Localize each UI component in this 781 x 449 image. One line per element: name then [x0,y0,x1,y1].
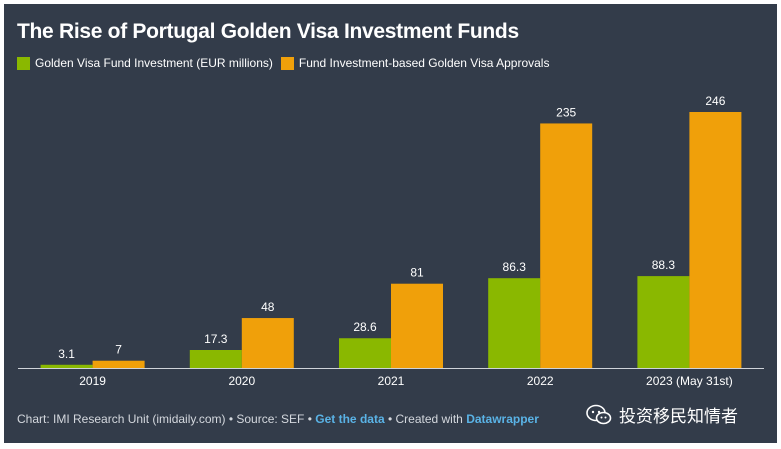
watermark-text: 投资移民知情者 [619,407,738,426]
chart-card: The Rise of Portugal Golden Visa Investm… [4,4,777,443]
bar-visa-approvals-4 [689,112,742,368]
datawrapper-link[interactable]: Datawrapper [466,412,539,426]
bar-visa-approvals-3 [540,123,593,369]
wechat-icon [586,404,612,424]
bar-visa-approvals-1 [241,318,294,368]
data-label-fund-investment-2: 28.6 [353,320,377,334]
bar-fund-investment-3 [488,278,541,368]
bar-visa-approvals-2 [391,283,443,368]
legend-item-visa-approvals: Fund Investment-based Golden Visa Approv… [280,56,550,70]
x-tick-label-3: 2022 [527,374,554,388]
x-tick-label-4: 2023 (May 31st) [646,374,733,388]
data-label-visa-approvals-4: 246 [705,94,725,108]
legend-label-visa-approvals: Fund Investment-based Golden Visa Approv… [298,56,550,70]
footer-credit: Chart: IMI Research Unit (imidaily.com) … [17,412,316,426]
watermark: 投资移民知情者 [586,402,738,427]
data-label-visa-approvals-3: 235 [556,105,576,119]
data-label-visa-approvals-0: 7 [115,343,122,357]
data-label-fund-investment-3: 86.3 [503,260,527,274]
legend-swatch-fund-investment [17,56,30,70]
bar-fund-investment-0 [40,364,93,368]
x-tick-label-2: 2021 [378,374,405,388]
bar-visa-approvals-0 [92,360,145,368]
x-tick-label-1: 2020 [228,374,255,388]
legend: Golden Visa Fund Investment (EUR million… [17,56,557,70]
data-label-fund-investment-0: 3.1 [58,347,75,361]
chart-footer: Chart: IMI Research Unit (imidaily.com) … [17,412,539,426]
bar-fund-investment-2 [339,338,391,368]
bar-fund-investment-4 [637,276,690,368]
data-label-visa-approvals-1: 48 [261,300,275,314]
get-the-data-link[interactable]: Get the data [315,412,385,426]
legend-label-fund-investment: Golden Visa Fund Investment (EUR million… [35,56,273,70]
data-label-fund-investment-1: 17.3 [204,332,228,346]
chart-title: The Rise of Portugal Golden Visa Investm… [17,20,519,43]
bar-fund-investment-1 [189,349,242,368]
bar-chart: 3.1 7 2019 17.3 48 2020 28.6 81 2021 86.3 235 2022 8… [18,94,764,388]
data-label-visa-approvals-2: 81 [410,266,424,280]
legend-item-fund-investment: Golden Visa Fund Investment (EUR million… [17,56,273,70]
legend-swatch-visa-approvals [280,56,294,70]
footer-created-with: • Created with [384,412,467,426]
x-tick-label-0: 2019 [79,374,106,388]
data-label-fund-investment-4: 88.3 [652,258,676,272]
